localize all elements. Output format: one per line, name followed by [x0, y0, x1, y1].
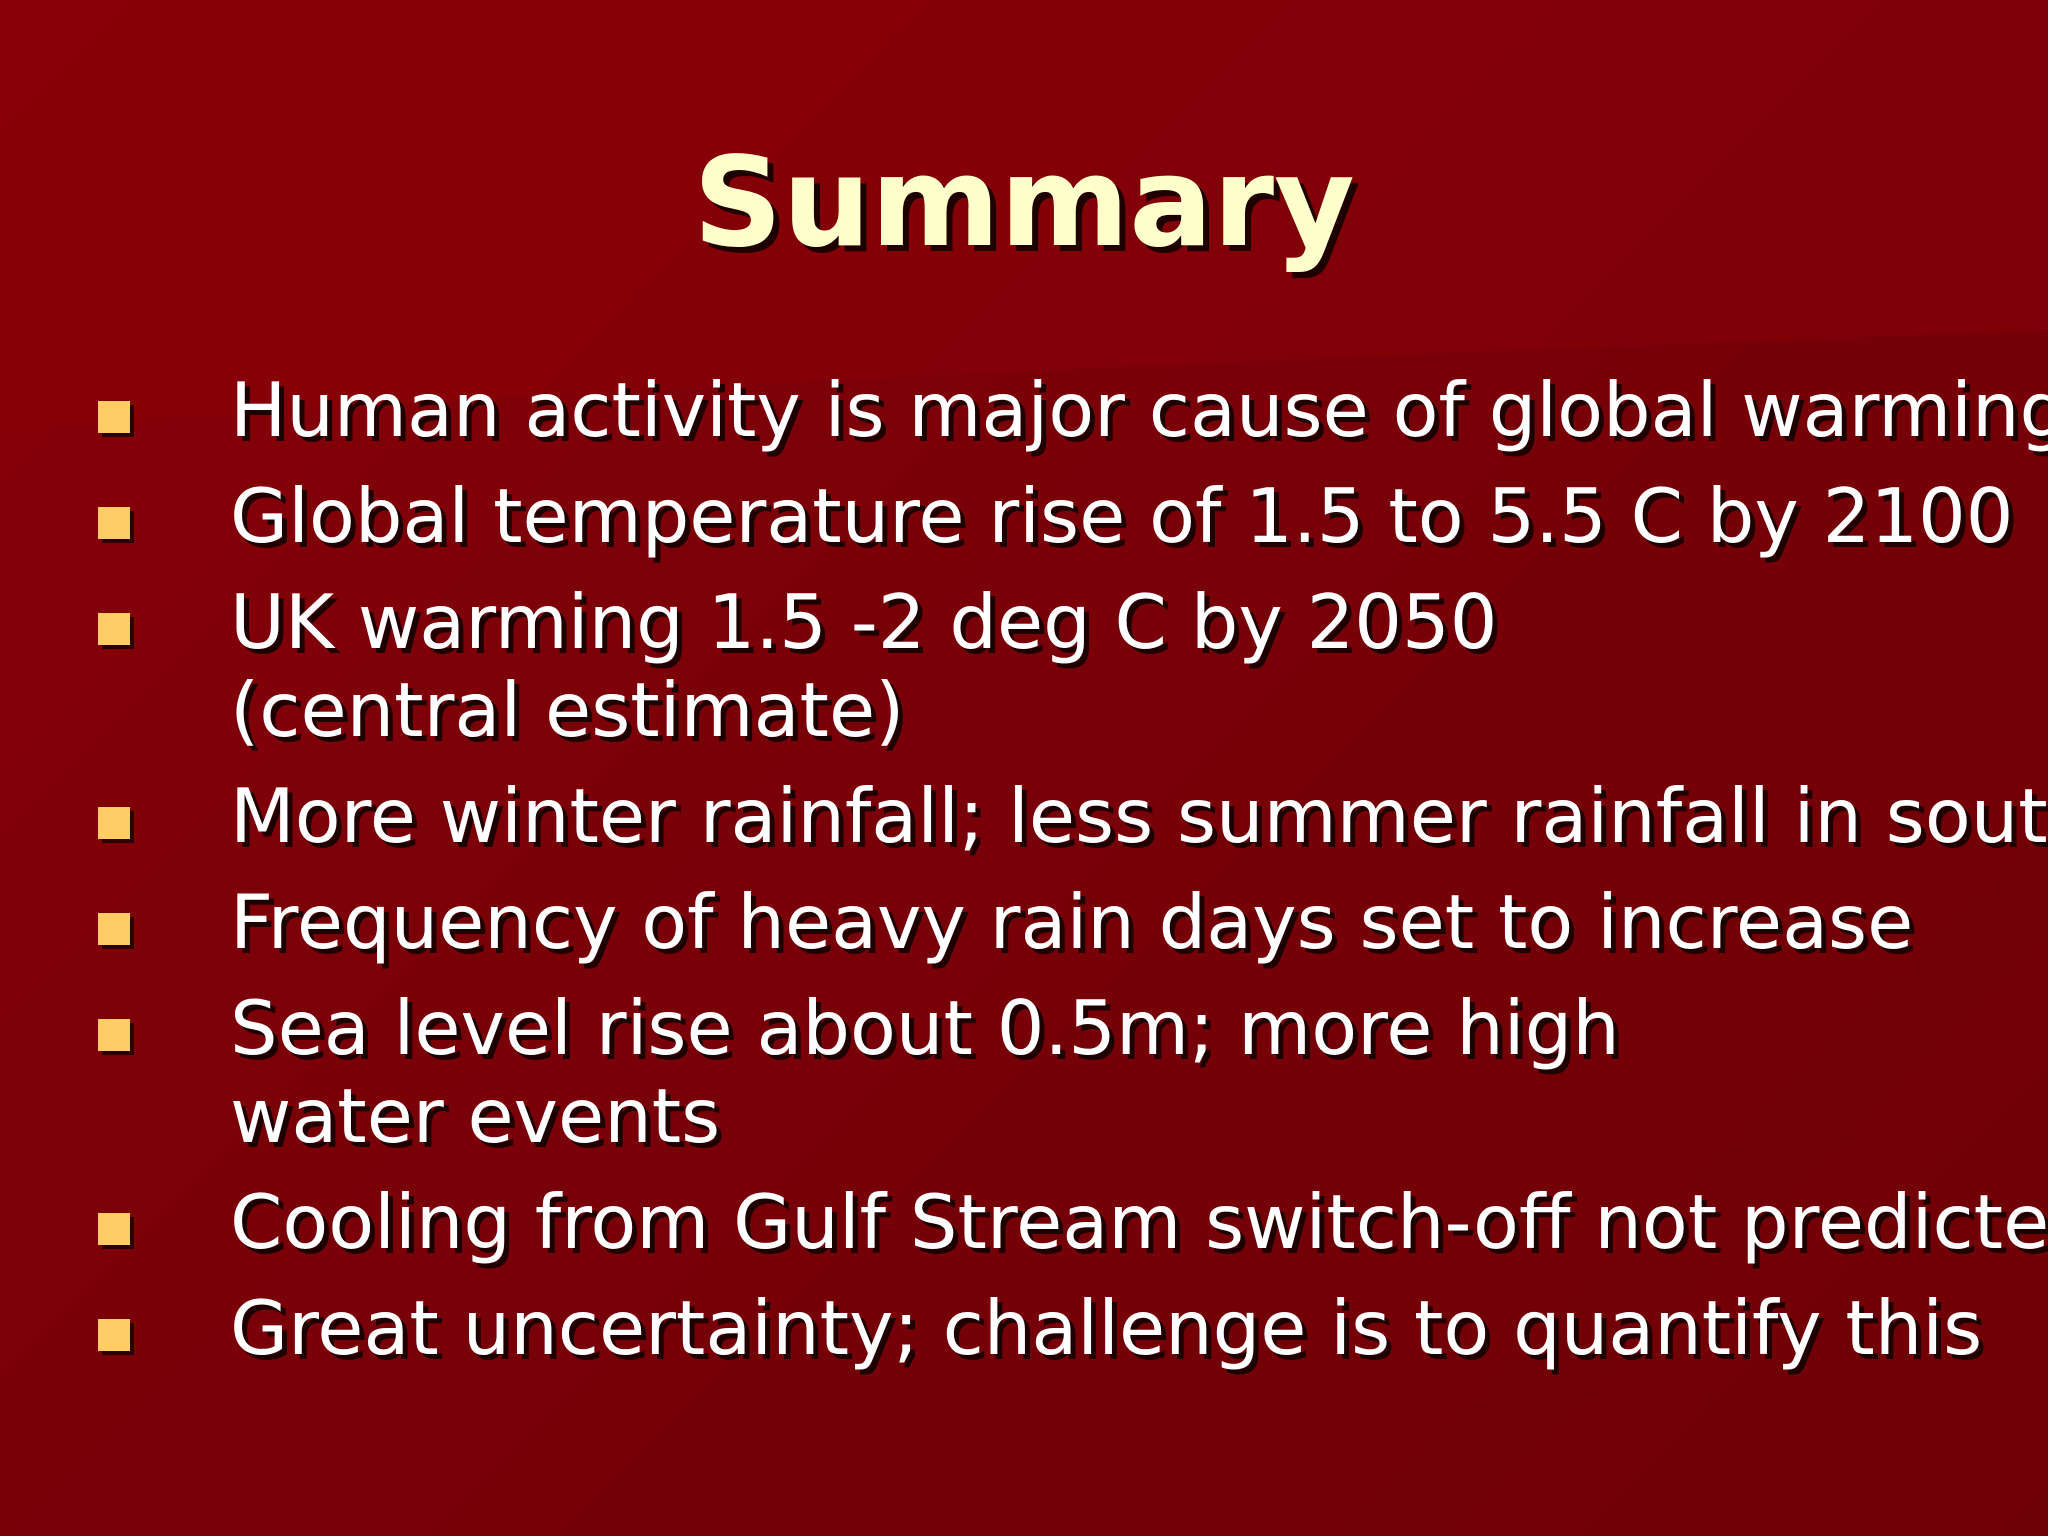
square-bullet-icon [98, 1319, 130, 1351]
bullet-text: Human activity is major cause of global … [230, 366, 2048, 454]
list-item: Human activity is major cause of global … [0, 366, 2048, 454]
square-bullet-icon [98, 1019, 130, 1051]
list-item: Frequency of heavy rain days set to incr… [0, 878, 2048, 966]
bullet-text: Global temperature rise of 1.5 to 5.5 C … [230, 472, 2014, 560]
bullet-list: Human activity is major cause of global … [0, 366, 2048, 1390]
square-bullet-icon [98, 613, 130, 645]
list-item: Sea level rise about 0.5m; more high wat… [0, 984, 1790, 1160]
list-item: Great uncertainty; challenge is to quant… [0, 1284, 2048, 1372]
list-item: Cooling from Gulf Stream switch-off not … [0, 1178, 2048, 1266]
bullet-text: Sea level rise about 0.5m; more high wat… [230, 984, 1620, 1160]
list-item: UK warming 1.5 -2 deg C by 2050 (central… [0, 578, 1790, 754]
square-bullet-icon [98, 507, 130, 539]
slide-title: Summary [693, 131, 1355, 275]
list-item: More winter rainfall; less summer rainfa… [0, 772, 2048, 860]
list-item: Global temperature rise of 1.5 to 5.5 C … [0, 472, 2048, 560]
square-bullet-icon [98, 913, 130, 945]
bullet-text: UK warming 1.5 -2 deg C by 2050 (central… [230, 578, 1498, 754]
square-bullet-icon [98, 401, 130, 433]
bullet-text: Cooling from Gulf Stream switch-off not … [230, 1178, 2048, 1266]
bullet-text: More winter rainfall; less summer rainfa… [230, 772, 2048, 860]
bullet-text: Frequency of heavy rain days set to incr… [230, 878, 1914, 966]
square-bullet-icon [98, 1213, 130, 1245]
square-bullet-icon [98, 807, 130, 839]
bullet-text: Great uncertainty; challenge is to quant… [230, 1284, 1983, 1372]
